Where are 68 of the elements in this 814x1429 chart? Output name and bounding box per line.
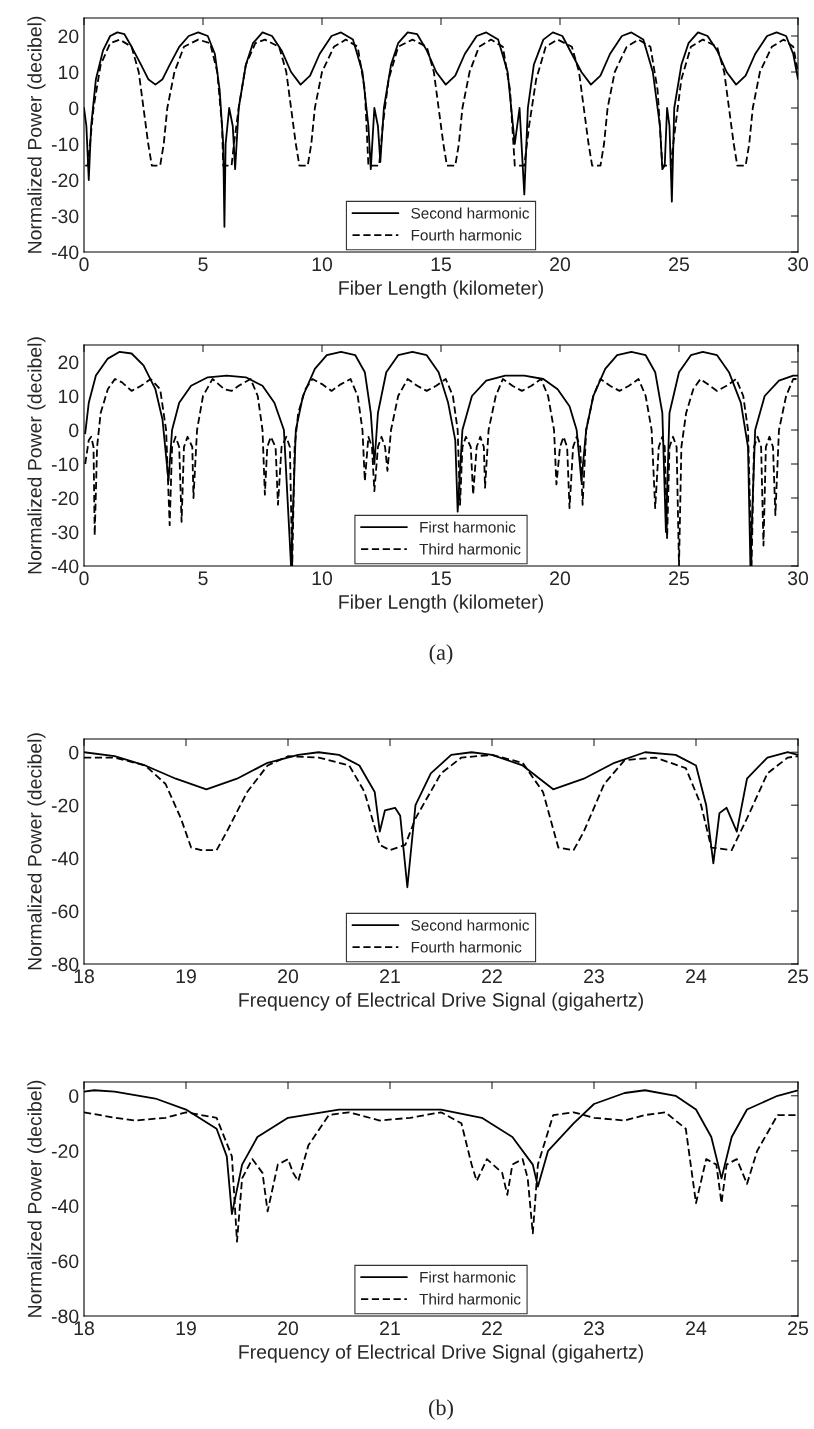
y-tick-label: -60	[51, 904, 79, 919]
x-tick-label: 30	[787, 571, 809, 586]
y-tick-label: 20	[58, 355, 79, 370]
y-tick-label: -30	[51, 209, 79, 224]
text: (a)	[429, 644, 453, 665]
y-tick-label: 0	[69, 101, 79, 116]
x-tick-label: 15	[431, 571, 451, 586]
legend-label: Second harmonic	[411, 207, 530, 219]
legend-label: Fourth harmonic	[411, 941, 522, 953]
x-tick-label: 5	[198, 571, 208, 586]
y-axis-title: Normalized Power (decibel)	[27, 733, 46, 970]
x-tick-label: 22	[482, 1321, 502, 1335]
x-tick-label: 25	[788, 1321, 808, 1336]
y-tick-label: -20	[51, 1144, 79, 1159]
y-tick-label: -20	[51, 491, 79, 506]
y-tick-label: -40	[51, 851, 79, 866]
legend-label: Third harmonic	[419, 543, 521, 555]
x-tick-label: 20	[550, 571, 571, 586]
x-tick-label: 23	[584, 1321, 604, 1336]
y-tick-label: 10	[59, 389, 79, 404]
y-tick-label: -40	[51, 1199, 79, 1214]
x-tick-label: 24	[686, 1321, 707, 1335]
y-tick-label: -10	[51, 137, 79, 152]
x-tick-label: 10	[312, 257, 333, 272]
x-tick-label: 21	[380, 969, 400, 983]
y-tick-label: -20	[51, 173, 79, 188]
y-tick-label: -10	[51, 457, 79, 472]
legend-label: Third harmonic	[419, 1293, 521, 1305]
x-tick-label: 23	[584, 969, 604, 984]
y-tick-label: 0	[69, 1089, 79, 1103]
y-tick-label: 0	[69, 745, 79, 760]
x-tick-label: 20	[278, 1321, 299, 1336]
x-tick-label: 20	[550, 257, 571, 272]
y-axis-title: Normalized Power (decibel)	[27, 1080, 46, 1317]
y-tick-label: -60	[51, 1254, 79, 1269]
x-tick-label: 0	[79, 571, 89, 586]
y-tick-label: -40	[51, 245, 79, 260]
x-tick-label: 5	[198, 257, 208, 272]
x-tick-label: 25	[669, 257, 689, 272]
x-tick-label: 22	[482, 969, 502, 983]
x-tick-label: 0	[79, 257, 89, 272]
x-tick-label: 19	[176, 1321, 196, 1336]
x-tick-label: 25	[788, 969, 808, 984]
y-tick-label: -30	[51, 525, 79, 540]
x-axis-title: Frequency of Electrical Drive Signal (gigahertz)	[239, 1344, 643, 1363]
text: (b)	[429, 1399, 453, 1420]
legend-label: Second harmonic	[411, 919, 530, 931]
x-tick-label: 30	[787, 257, 809, 272]
x-tick-label: 25	[669, 571, 689, 586]
y-axis-title: Normalized Power (decibel)	[27, 16, 46, 253]
y-tick-label: 20	[58, 29, 79, 44]
legend-label: First harmonic	[420, 521, 516, 533]
x-tick-label: 21	[380, 1321, 400, 1335]
legend-label: First harmonic	[420, 1271, 516, 1283]
y-axis-title: Normalized Power (decibel)	[27, 337, 46, 574]
x-tick-label: 19	[176, 969, 196, 984]
x-axis-title: Frequency of Electrical Drive Signal (gigahertz)	[239, 992, 643, 1011]
x-axis-title: Fiber Length (kilometer)	[339, 594, 544, 613]
y-tick-label: 0	[69, 423, 79, 438]
x-tick-label: 10	[312, 571, 333, 586]
y-tick-label: 10	[59, 65, 79, 80]
y-tick-label: -40	[51, 559, 79, 574]
y-tick-label: -20	[51, 798, 79, 813]
x-tick-label: 15	[431, 257, 451, 272]
x-axis-title: Fiber Length (kilometer)	[339, 280, 544, 299]
x-tick-label: 24	[686, 969, 707, 983]
x-tick-label: 20	[278, 969, 299, 984]
legend-label: Fourth harmonic	[411, 229, 522, 241]
